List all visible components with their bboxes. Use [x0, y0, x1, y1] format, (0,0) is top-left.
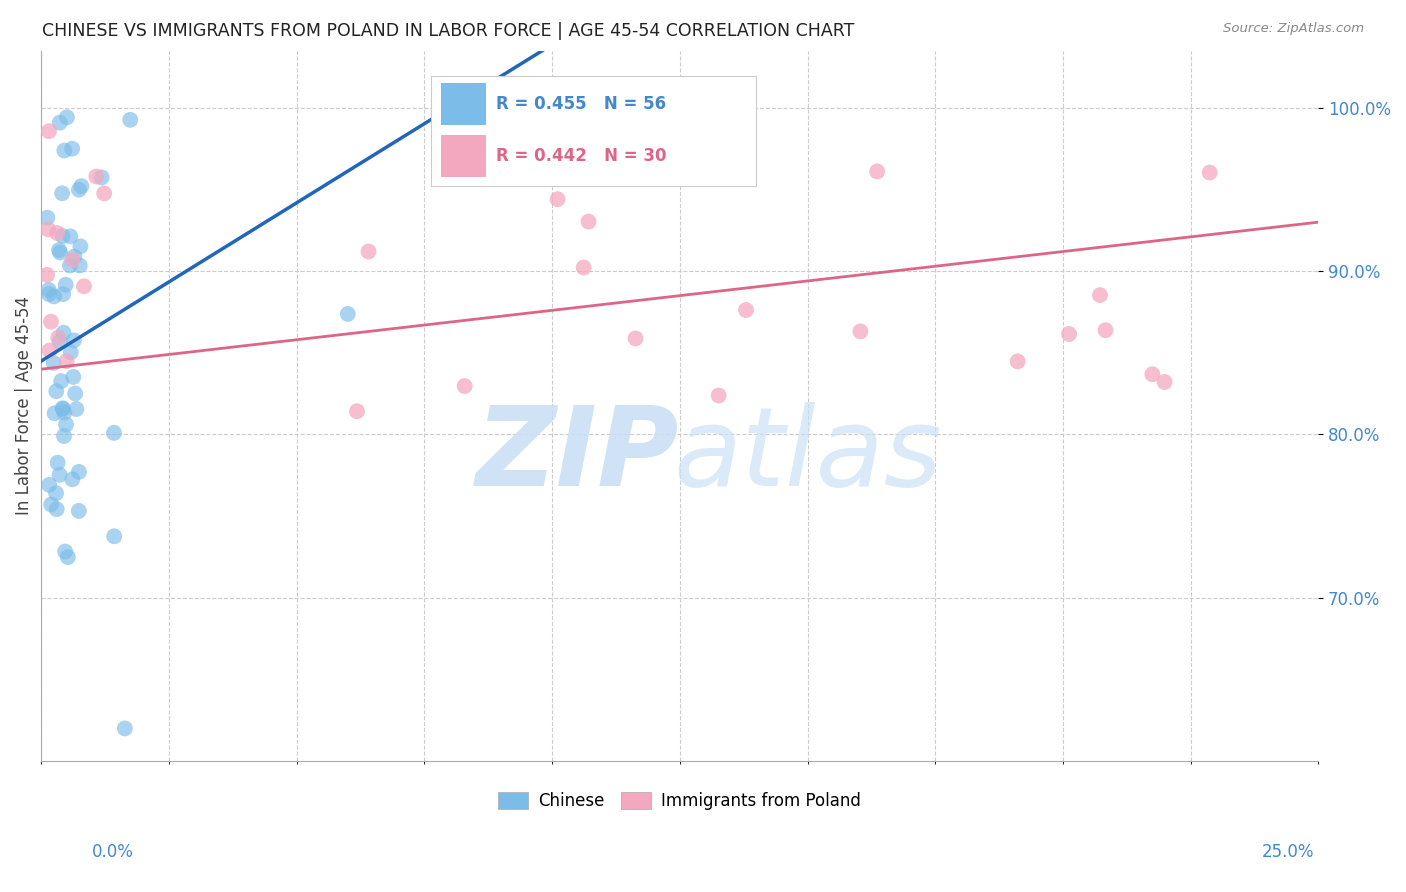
Point [1142, 368, 1164, 382]
Text: Source: ZipAtlas.com: Source: ZipAtlas.com [1223, 22, 1364, 36]
Point [56, 550, 79, 565]
Point [346, 404, 368, 418]
Text: ZIP: ZIP [475, 402, 679, 509]
Point [55, 417, 77, 432]
Point [357, 244, 380, 259]
Point [1057, 326, 1080, 341]
Point [63, 386, 86, 401]
Point [52, 401, 75, 416]
Legend: Chinese, Immigrants from Poland: Chinese, Immigrants from Poland [492, 785, 868, 817]
Point [46, 330, 69, 344]
Point [547, 192, 569, 206]
Point [52, 229, 75, 244]
Point [1088, 288, 1111, 302]
Point [849, 325, 872, 339]
Point [453, 379, 475, 393]
Point [49, 115, 72, 129]
Point [707, 388, 730, 402]
Point [578, 214, 600, 228]
Point [45, 384, 67, 399]
Point [53, 429, 76, 443]
Point [1007, 354, 1029, 368]
Point [44, 406, 66, 420]
Point [62, 370, 84, 384]
Point [67, 183, 90, 197]
Point [120, 112, 142, 127]
Point [56, 110, 79, 124]
Point [63, 334, 86, 348]
Point [114, 722, 136, 736]
Point [45, 486, 67, 500]
Point [38, 287, 60, 301]
Point [866, 164, 889, 178]
Point [735, 303, 758, 318]
Point [93, 186, 115, 201]
Text: CHINESE VS IMMIGRANTS FROM POLAND IN LABOR FORCE | AGE 45-54 CORRELATION CHART: CHINESE VS IMMIGRANTS FROM POLAND IN LAB… [42, 22, 855, 40]
Text: atlas: atlas [673, 402, 942, 509]
Point [38, 283, 60, 297]
Point [59, 229, 82, 244]
Point [59, 259, 82, 273]
Point [51, 374, 73, 388]
Point [48, 243, 70, 257]
Point [46, 456, 69, 470]
Point [60, 252, 83, 267]
Point [38, 478, 60, 492]
Point [46, 226, 69, 240]
Point [52, 287, 75, 301]
Point [38, 124, 60, 138]
Point [53, 544, 76, 558]
Point [45, 502, 67, 516]
Point [624, 331, 647, 345]
Point [103, 425, 125, 440]
Text: 25.0%: 25.0% [1263, 843, 1315, 861]
Point [60, 142, 83, 156]
Point [35, 268, 58, 282]
Point [48, 467, 70, 482]
Point [336, 307, 359, 321]
Point [70, 179, 93, 194]
Point [48, 334, 70, 349]
Point [60, 472, 83, 486]
Point [39, 315, 62, 329]
Point [53, 144, 76, 158]
Point [572, 260, 595, 275]
Point [69, 239, 91, 253]
Text: 0.0%: 0.0% [91, 843, 134, 861]
Point [52, 326, 75, 340]
Point [63, 250, 86, 264]
Y-axis label: In Labor Force | Age 45-54: In Labor Force | Age 45-54 [15, 296, 32, 516]
Point [39, 498, 62, 512]
Point [53, 406, 76, 420]
Point [37, 211, 59, 225]
Point [42, 289, 65, 303]
Point [90, 170, 112, 185]
Point [55, 354, 77, 368]
Point [52, 401, 75, 416]
Point [84, 169, 107, 184]
Point [67, 504, 90, 518]
Point [1094, 323, 1116, 337]
Point [38, 343, 60, 358]
Point [67, 465, 90, 479]
Point [55, 277, 77, 292]
Point [59, 345, 82, 359]
Point [42, 356, 65, 370]
Point [1198, 165, 1220, 179]
Point [49, 245, 72, 260]
Point [65, 402, 87, 417]
Point [103, 529, 125, 543]
Point [51, 186, 73, 201]
Point [37, 222, 59, 236]
Point [1153, 375, 1175, 389]
Point [73, 279, 96, 293]
Point [69, 259, 91, 273]
